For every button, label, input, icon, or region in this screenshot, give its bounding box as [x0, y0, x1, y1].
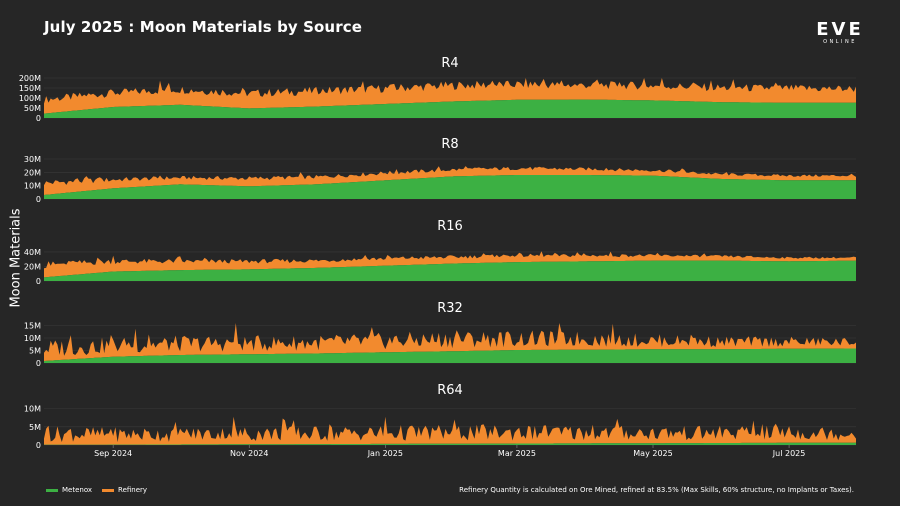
panel-r8: 0 10M 20M 30M R8 — [24, 137, 856, 204]
y-tick-label: 200M — [19, 74, 41, 83]
panel-title: R32 — [437, 301, 463, 316]
legend-swatch-refinery — [102, 488, 115, 492]
x-tick-label: Mar 2025 — [498, 449, 536, 458]
y-tick-label: 0 — [36, 114, 41, 123]
panel-title: R64 — [437, 383, 463, 398]
series-refinery-area — [44, 416, 856, 445]
y-tick-label: 0 — [36, 195, 41, 204]
panel-r64: 0 5M 10M R64 — [24, 383, 856, 450]
logo-wordmark: EVE — [816, 19, 864, 40]
series-metenox-area — [44, 175, 856, 199]
panel-title: R8 — [441, 137, 458, 152]
series-metenox-area — [44, 260, 856, 281]
legend-label-metenox: Metenox — [62, 486, 93, 494]
y-tick-label: 0 — [36, 359, 41, 368]
x-tick-label: Nov 2024 — [230, 449, 269, 458]
y-tick-label: 30M — [24, 155, 41, 164]
x-tick-label: Jan 2025 — [367, 449, 403, 458]
y-tick-label: 20M — [24, 168, 41, 177]
footnote: Refinery Quantity is calculated on Ore M… — [459, 486, 854, 494]
series-metenox-area — [44, 99, 856, 118]
chart-title: July 2025 : Moon Materials by Source — [44, 18, 362, 36]
y-tick-label: 5M — [29, 423, 41, 432]
y-tick-label: 0 — [36, 441, 41, 450]
y-tick-label: 100M — [19, 94, 41, 103]
y-tick-label: 15M — [24, 322, 41, 331]
panel-r32: 0 5M 10M 15M R32 — [24, 301, 856, 368]
y-tick-label: 20M — [24, 262, 41, 271]
legend-item-refinery: Refinery — [102, 486, 147, 494]
series-metenox-area — [44, 348, 856, 363]
y-tick-label: 10M — [24, 405, 41, 414]
y-tick-label: 150M — [19, 84, 41, 93]
series-metenox-area — [44, 442, 856, 445]
logo-subtext: ONLINE — [823, 39, 857, 45]
y-tick-label: 50M — [24, 104, 41, 113]
y-tick-label: 10M — [24, 334, 41, 343]
series-refinery-area — [44, 78, 856, 114]
legend-item-metenox: Metenox — [46, 486, 92, 494]
legend-swatch-metenox — [46, 488, 58, 492]
panel-title: R16 — [437, 219, 463, 234]
x-tick-label: Jul 2025 — [772, 449, 806, 458]
x-tick-label: May 2025 — [633, 449, 672, 458]
panel-title: R4 — [441, 56, 458, 71]
legend: Metenox Refinery — [46, 486, 147, 494]
eve-online-logo: EVE ONLINE — [812, 19, 868, 48]
y-tick-label: 0 — [36, 277, 41, 286]
y-tick-label: 40M — [24, 248, 41, 257]
legend-label-refinery: Refinery — [118, 486, 148, 494]
y-tick-label: 5M — [29, 347, 41, 356]
x-tick-label: Sep 2024 — [94, 449, 132, 458]
series-refinery-area — [44, 166, 856, 195]
panel-r16: 0 20M 40M R16 — [24, 219, 856, 286]
series-refinery-area — [44, 323, 856, 361]
series-refinery-area — [44, 251, 856, 278]
y-tick-label: 10M — [24, 182, 41, 191]
